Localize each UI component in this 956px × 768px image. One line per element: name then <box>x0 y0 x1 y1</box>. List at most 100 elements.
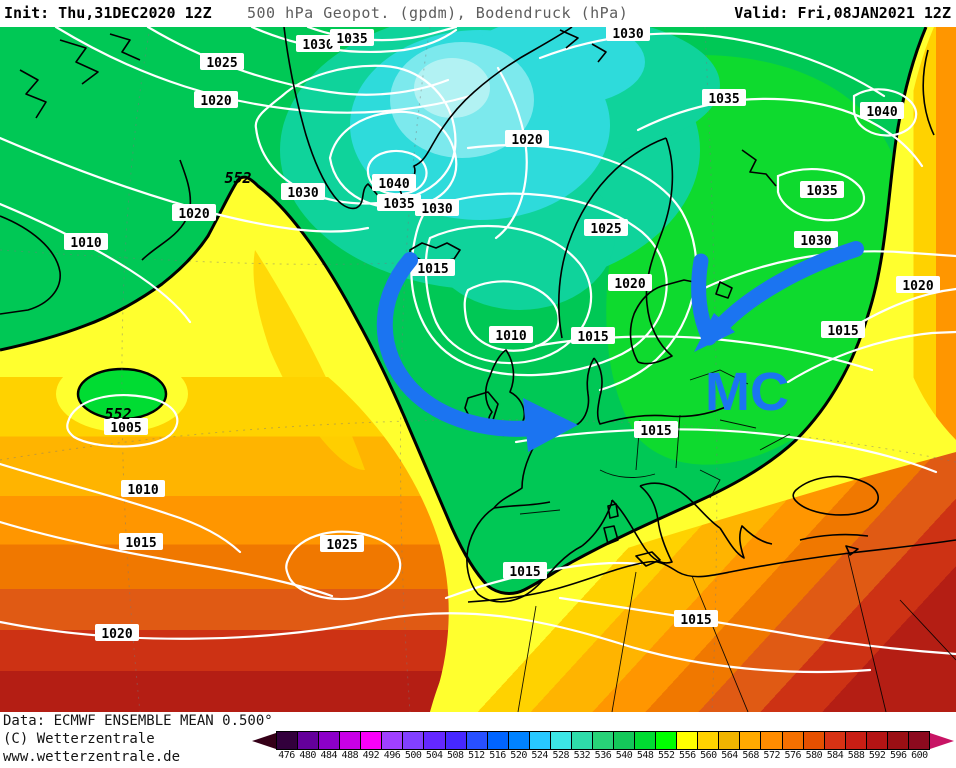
colorbar-tick-label: 500 <box>404 750 422 761</box>
init-time-label: Init: Thu,31DEC2020 12Z <box>4 4 212 22</box>
pressure-label-box <box>584 219 628 236</box>
contour-552-line <box>0 26 928 595</box>
colorbar-tick-label: 576 <box>784 750 802 761</box>
colorbar-swatch <box>824 732 846 749</box>
colorbar-swatch <box>445 732 467 749</box>
colorbar-swatch <box>908 732 929 749</box>
pressure-label: 1005 <box>110 421 141 436</box>
pressure-label: 1025 <box>590 222 621 237</box>
pressure-label-box <box>95 624 139 641</box>
pressure-label-box <box>330 29 374 46</box>
colorbar-tick-label: 548 <box>636 750 654 761</box>
colorbar-swatch <box>466 732 488 749</box>
colorbar-tick-label: 524 <box>531 750 548 761</box>
pressure-label-box <box>411 259 455 276</box>
colorbar-tick-label: 484 <box>320 750 338 761</box>
pressure-label: 1015 <box>577 330 608 345</box>
colorbar-tick-label: 508 <box>447 750 464 761</box>
pressure-label: 1035 <box>708 92 739 107</box>
colorbar-swatch <box>866 732 888 749</box>
colorbar-tick-label: 520 <box>510 750 527 761</box>
pressure-label-box <box>281 183 325 200</box>
colorbar-tick-label: 540 <box>615 750 633 761</box>
pressure-label: 1015 <box>125 536 156 551</box>
colorbar-tick-label: 504 <box>425 750 443 761</box>
colorbar-tick-label: 516 <box>489 750 506 761</box>
pressure-label: 1030 <box>800 234 831 249</box>
colorbar-tick-label: 556 <box>679 750 696 761</box>
colorbar-tick-label: 552 <box>657 750 675 761</box>
colorbar-swatch <box>361 732 383 749</box>
pressure-label: 1015 <box>680 613 711 628</box>
pressure-label: 1035 <box>336 32 367 47</box>
colorbar-tick-label: 496 <box>383 750 401 761</box>
pressure-label-box <box>296 35 340 52</box>
colorbar-tick-label: 568 <box>742 750 759 761</box>
colorbar-tick-label: 536 <box>594 750 612 761</box>
colorbar-swatch <box>298 732 320 749</box>
colorbar-swatch <box>635 732 657 749</box>
pressure-label-box <box>121 480 165 497</box>
colorbar-tick-label: 600 <box>911 750 928 761</box>
pressure-label: 1030 <box>302 38 333 53</box>
colorbar-tick-label: 532 <box>573 750 591 761</box>
colorbar-swatches <box>252 731 954 750</box>
colorbar-swatch <box>782 732 804 749</box>
pressure-label: 1030 <box>421 202 452 217</box>
colorbar-tick-label: 592 <box>868 750 886 761</box>
colorbar-swatch <box>424 732 446 749</box>
colorbar-tick-label: 480 <box>299 750 316 761</box>
colorbar-swatch <box>740 732 762 749</box>
pressure-label-box <box>503 562 547 579</box>
colorbar-swatch <box>571 732 593 749</box>
flow-arrow-east-head <box>694 313 735 352</box>
pressure-label: 1025 <box>326 538 357 553</box>
annotation-layer: MC <box>376 241 864 452</box>
header-bar: Init: Thu,31DEC2020 12Z 500 hPa Geopot. … <box>0 0 956 27</box>
geopotential-552-label: 552 <box>104 405 131 423</box>
pressure-label-box <box>896 276 940 293</box>
colorbar-swatch <box>550 732 572 749</box>
pressure-label-box <box>200 53 244 70</box>
colorbar-swatch <box>656 732 678 749</box>
data-source-line: Data: ECMWF ENSEMBLE MEAN 0.500° <box>3 713 273 729</box>
colorbar-swatch <box>340 732 362 749</box>
colorbar-swatch <box>592 732 614 749</box>
pressure-label-box <box>64 233 108 250</box>
colorbar-tick-label: 512 <box>468 750 485 761</box>
colorbar-swatch <box>719 732 741 749</box>
footer-bar: Data: ECMWF ENSEMBLE MEAN 0.500° (C) Wet… <box>0 712 956 768</box>
pressure-label-box <box>415 199 459 216</box>
colorbar-swatch <box>508 732 530 749</box>
colorbar-tick-label: 528 <box>552 750 570 761</box>
colorbar-tick-label: 580 <box>805 750 823 761</box>
pressure-label-box <box>505 130 549 147</box>
pressure-label-box <box>608 274 652 291</box>
pressure-label-box <box>821 321 865 338</box>
colorbar-swatch <box>277 732 299 749</box>
copyright-line: (C) Wetterzentrale <box>3 731 155 747</box>
flow-arrow-west <box>376 252 542 437</box>
colorbar-swatch <box>529 732 551 749</box>
pressure-label: 1010 <box>495 329 526 344</box>
colorbar-tick-label: 476 <box>278 750 295 761</box>
mc-annotation: MC <box>705 362 789 422</box>
pressure-label-box <box>634 421 678 438</box>
valid-time-label: Valid: Fri,08JAN2021 12Z <box>734 4 951 22</box>
pressure-label: 1020 <box>614 277 645 292</box>
colorbar-tick-label: 564 <box>721 750 738 761</box>
colorbar-swatch <box>845 732 867 749</box>
graticule <box>0 26 956 713</box>
colorbar-swatch <box>614 732 636 749</box>
pressure-label-box <box>372 174 416 191</box>
colorbar-swatch <box>382 732 404 749</box>
flow-arrow-west-head <box>523 398 578 452</box>
pressure-label-box <box>674 610 718 627</box>
colorbar-swatch <box>677 732 699 749</box>
pressure-label-box <box>571 327 615 344</box>
pressure-label: 1020 <box>511 133 542 148</box>
pressure-label-box <box>489 326 533 343</box>
colorbar-tick-label: 596 <box>889 750 907 761</box>
country-borders <box>517 369 956 713</box>
